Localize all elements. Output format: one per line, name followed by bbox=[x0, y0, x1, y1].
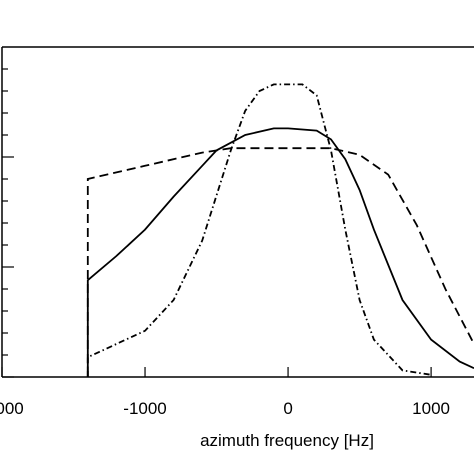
x-axis-label: azimuth frequency [Hz] bbox=[200, 431, 374, 450]
x-tick-label: -2000 bbox=[0, 399, 24, 418]
x-tick-label: -1000 bbox=[123, 399, 166, 418]
line-series bbox=[86, 83, 432, 377]
x-tick-label: 1000 bbox=[412, 399, 450, 418]
line-series bbox=[86, 127, 474, 377]
x-tick-label: 0 bbox=[283, 399, 292, 418]
line-series bbox=[86, 147, 474, 377]
